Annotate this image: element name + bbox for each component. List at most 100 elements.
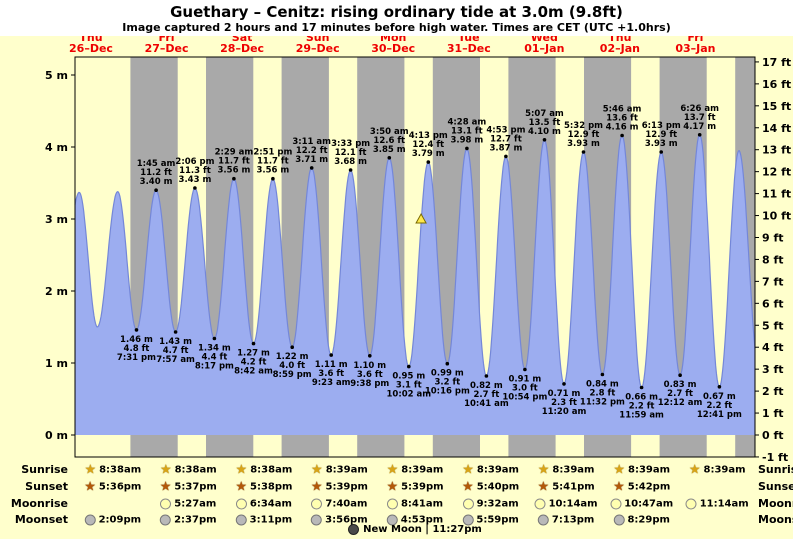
ft-axis-label: 9 ft: [762, 231, 784, 244]
high-tide-label: 4:53 pm: [486, 125, 525, 135]
moonrise-entry: 5:27am: [160, 498, 216, 509]
moonset-time: 7:13pm: [551, 514, 595, 525]
moonrise-time: 11:14am: [699, 498, 749, 509]
low-tide-label: 0.66 m: [625, 392, 658, 402]
low-tide-label: 4.8 ft: [124, 344, 150, 354]
high-tide-label: 3:11 am: [292, 137, 331, 147]
low-tide-label: 2.3 ft: [551, 398, 577, 408]
low-tide-label: 0.99 m: [431, 369, 464, 379]
ft-axis-label: 4 ft: [762, 341, 784, 354]
sunrise-times: ★ 8:38am ★ 8:38am ★ 8:38am ★ 8:39am ★ 8:39am ★ 8:39…: [0, 461, 793, 478]
moonset-time: 3:56pm: [325, 514, 368, 525]
sunset-time: 5:38pm: [249, 481, 293, 492]
high-tide-label: 3.93 m: [567, 139, 600, 149]
sunrise-entry: ★ 8:38am: [236, 463, 293, 476]
high-tide-label: 3.43 m: [179, 175, 212, 185]
moonrise-entry: 7:40am: [311, 498, 367, 509]
tide-point-dot: [154, 188, 158, 192]
high-tide-label: 4.10 m: [528, 127, 561, 137]
high-tide-label: 6:26 am: [680, 104, 719, 114]
low-tide-label: 4.7 ft: [163, 346, 189, 356]
tide-point-dot: [717, 385, 722, 389]
moonset-entry: 8:29pm: [613, 514, 670, 525]
sunrise-entry: ★ 8:39am: [311, 463, 368, 476]
sunrise-time: 8:38am: [174, 464, 217, 475]
low-tide-label: 0.91 m: [508, 374, 541, 384]
sunset-star-icon: ★: [84, 479, 96, 494]
low-tide-label: 1.22 m: [276, 352, 309, 362]
sunrise-row: Sunrise ★ 8:38am ★ 8:38am ★ 8:38am ★ 8:39am ★ 8:3…: [0, 461, 793, 478]
sunset-star-icon: ★: [613, 479, 625, 494]
high-tide-label: 12.1 ft: [335, 148, 367, 158]
chart-header: Guethary – Cenitz: rising ordinary tide …: [0, 0, 793, 36]
low-tide-label: 9:38 pm: [350, 379, 389, 389]
m-axis-label: 1 m: [45, 357, 68, 370]
tide-point-dot: [232, 176, 236, 181]
tide-point-dot: [484, 374, 489, 378]
high-tide-label: 6:13 pm: [642, 121, 681, 131]
moonset-circle-icon: [613, 514, 625, 525]
sunset-time: 5:39pm: [325, 481, 368, 492]
high-tide-label: 13.1 ft: [451, 126, 483, 136]
high-tide-label: 3.87 m: [490, 143, 523, 153]
low-tide-label: 11:32 pm: [580, 398, 625, 408]
tide-point-dot: [309, 166, 314, 170]
sunrise-entry: ★ 8:39am: [462, 463, 519, 476]
high-tide-label: 5:46 am: [603, 104, 642, 114]
low-tide-label: 3.6 ft: [357, 370, 383, 380]
high-tide-label: 12.6 ft: [373, 136, 405, 146]
moonset-entry: 7:13pm: [537, 514, 595, 525]
sunrise-entry: ★ 8:39am: [387, 463, 444, 476]
low-tide-label: 1.43 m: [159, 337, 192, 347]
sunrise-star-icon: ★: [84, 462, 97, 477]
moonset-circle-icon: [386, 514, 398, 525]
day-label-date: 03–Jan: [675, 42, 715, 55]
new-moon-icon: [348, 524, 360, 535]
tide-point-dot: [659, 150, 663, 154]
sunrise-star-icon: ★: [159, 462, 172, 477]
high-tide-label: 2:51 pm: [253, 148, 292, 158]
tide-point-dot: [271, 176, 275, 181]
ft-axis-label: 14 ft: [762, 122, 791, 135]
high-tide-label: 2:29 am: [215, 148, 254, 158]
new-moon-footer: New Moon | 11:27pm: [75, 524, 755, 535]
moonset-entry: 3:56pm: [311, 514, 368, 525]
sunrise-star-icon: ★: [386, 462, 399, 477]
sunrise-time: 8:39am: [476, 464, 519, 475]
tide-point-dot: [697, 133, 702, 137]
high-tide-label: 3:50 am: [370, 127, 409, 137]
moonrise-time: 8:41am: [400, 498, 444, 509]
low-tide-label: 8:42 am: [234, 367, 273, 377]
high-tide-label: 13.5 ft: [529, 118, 561, 128]
sunrise-time: 8:38am: [250, 464, 293, 475]
day-label-date: 27–Dec: [145, 42, 189, 55]
ft-axis-label: 0 ft: [762, 429, 784, 442]
sunrise-entry: ★ 8:38am: [84, 463, 141, 476]
sunset-time: 5:37pm: [174, 481, 217, 492]
tide-point-dot: [251, 341, 256, 346]
moonrise-entry: 10:14am: [534, 498, 598, 509]
moonrise-circle-icon: [386, 498, 398, 509]
low-tide-label: 10:02 am: [386, 390, 431, 400]
high-tide-label: 11.3 ft: [179, 166, 211, 176]
day-label-date: 02–Jan: [600, 42, 640, 55]
tide-point-dot: [368, 354, 372, 358]
low-tide-label: 8:59 pm: [273, 370, 312, 380]
ft-axis-label: 17 ft: [762, 56, 791, 69]
low-tide-label: 1.34 m: [198, 344, 231, 354]
sunset-time: 5:40pm: [476, 481, 520, 492]
high-tide-label: 5:07 am: [525, 109, 564, 119]
tide-point-dot: [348, 168, 353, 172]
chart-subtitle: Image captured 2 hours and 17 minutes be…: [122, 21, 671, 34]
moonrise-row: Moonrise 5:27am 6:34am 7:40am 8:41am 9:32am 1…: [0, 495, 793, 512]
sunset-time: 5:39pm: [401, 481, 444, 492]
sunset-row-label-left: Sunset: [25, 480, 68, 493]
sunset-star-icon: ★: [537, 479, 550, 494]
moonset-time: 4:53pm: [400, 514, 444, 525]
low-tide-label: 12:41 pm: [697, 410, 742, 420]
low-tide-label: 1.10 m: [353, 361, 386, 371]
ft-axis-label: 11 ft: [762, 188, 791, 201]
sunset-star-icon: ★: [159, 479, 172, 494]
moonset-time: 2:37pm: [174, 514, 217, 525]
